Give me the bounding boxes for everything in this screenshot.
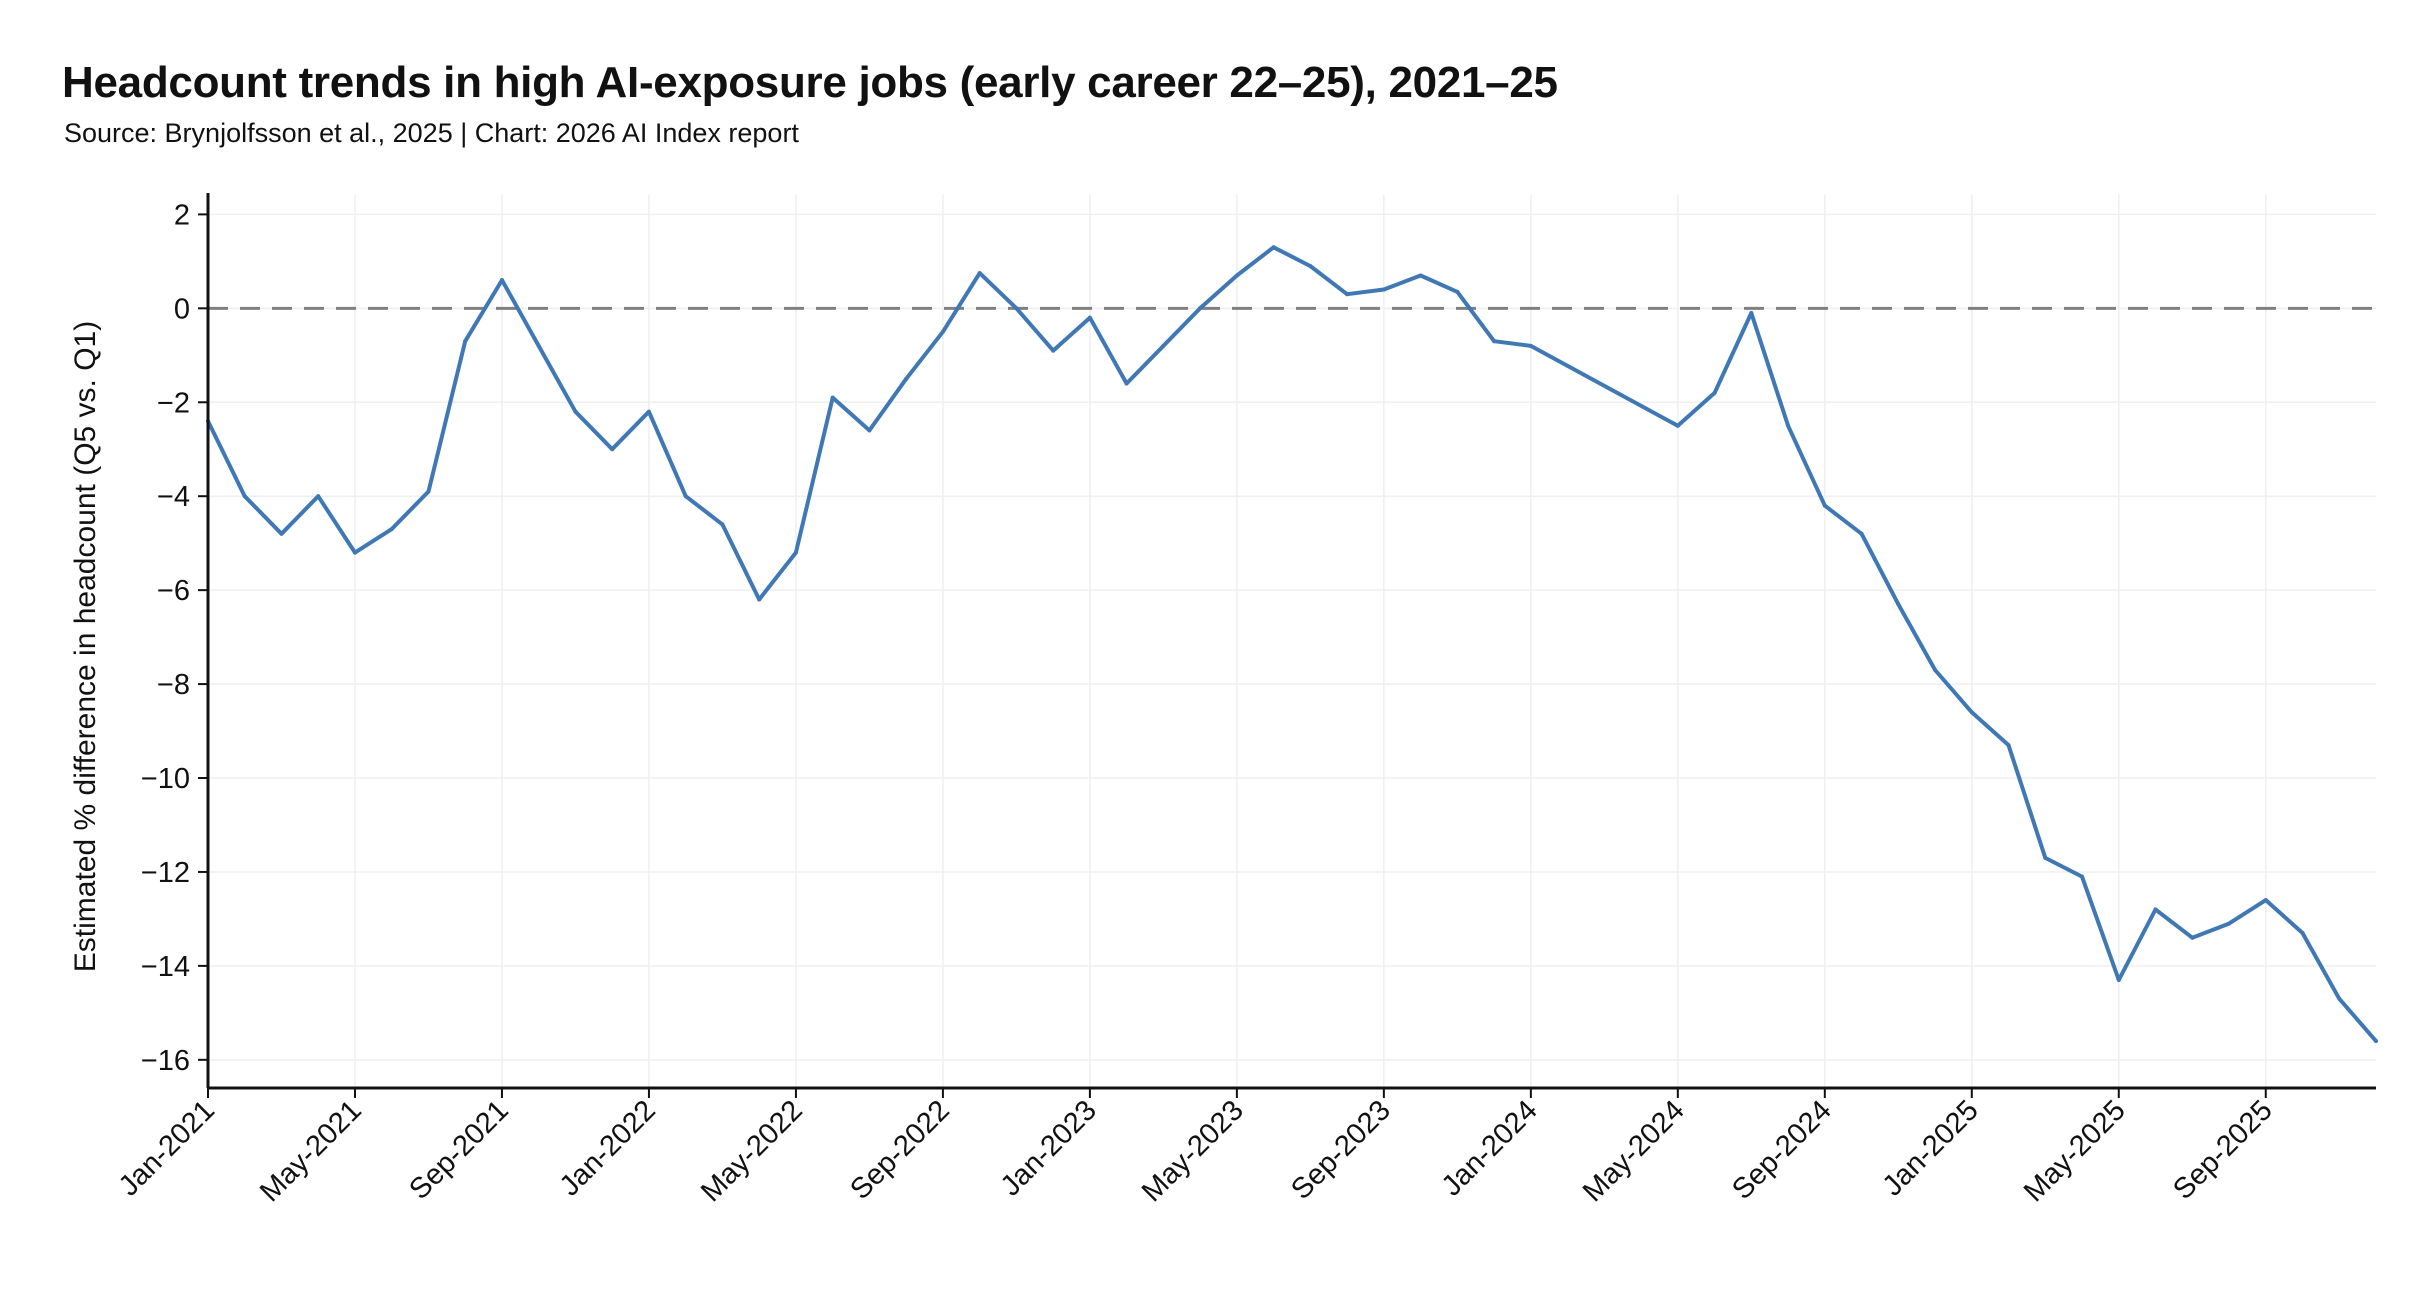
data-point [2300, 931, 2305, 935]
data-point [426, 489, 431, 494]
axes [198, 193, 2376, 1098]
y-tick-label: −10 [141, 763, 190, 795]
x-tick-label: Jan-2025 [1877, 1094, 1985, 1202]
x-tick-label: Sep-2021 [403, 1094, 515, 1206]
data-point [2263, 898, 2268, 903]
x-tick-label: May-2023 [1136, 1094, 1250, 1208]
data-point [1528, 343, 1533, 348]
y-tick-label: −4 [157, 481, 190, 513]
x-tick-label: May-2022 [695, 1094, 809, 1208]
y-tick-label: −14 [141, 951, 190, 983]
data-point [830, 395, 835, 400]
data-point [1786, 423, 1791, 428]
data-point [2190, 935, 2195, 940]
data-point [1271, 245, 1276, 250]
x-tick-label: Sep-2025 [2167, 1094, 2279, 1206]
series-line [206, 245, 2378, 1043]
data-point [573, 409, 578, 414]
y-axis-title: Estimated % difference in headcount (Q5 … [69, 321, 102, 972]
data-point [1749, 311, 1754, 315]
data-point [1933, 668, 1938, 672]
data-point [904, 376, 909, 381]
x-tick-label: Sep-2024 [1726, 1094, 1838, 1206]
data-point [646, 409, 651, 414]
x-tick-label: Sep-2022 [844, 1094, 956, 1206]
data-point [389, 527, 394, 532]
x-tick-label: May-2021 [254, 1094, 368, 1208]
x-tick-label: Jan-2024 [1436, 1094, 1544, 1202]
data-point [2227, 921, 2231, 926]
data-point [2374, 1039, 2378, 1043]
data-point [316, 494, 321, 499]
data-point [1234, 273, 1239, 278]
chart-title: Headcount trends in high AI-exposure job… [62, 58, 1558, 107]
data-point [242, 494, 247, 499]
x-tick-label: May-2025 [2018, 1094, 2132, 1208]
data-point [1896, 602, 1901, 607]
y-tick-label: −6 [157, 575, 190, 607]
data-point [793, 550, 798, 555]
x-tick-label: Jan-2021 [113, 1094, 221, 1202]
data-point [353, 550, 357, 555]
y-tick-labels: 2 0 −2 −4 −6 −8 −10 −12 −14 −16 [141, 199, 190, 1076]
data-point [1161, 343, 1166, 348]
data-point [1712, 390, 1717, 395]
y-tick-label: −12 [141, 857, 190, 889]
chart-subtitle: Source: Brynjolfsson et al., 2025 | Char… [64, 118, 799, 148]
data-point [536, 343, 541, 348]
data-point [1124, 381, 1129, 386]
data-point [1859, 531, 1864, 536]
data-point [1969, 710, 1974, 715]
data-point [610, 447, 615, 452]
data-point [1381, 287, 1386, 292]
data-point [1822, 503, 1827, 508]
x-tick-label: Jan-2022 [554, 1094, 662, 1202]
data-point [2043, 855, 2048, 860]
grid-lines [207, 195, 2376, 1088]
y-tick-label: −2 [157, 387, 190, 419]
data-point [2080, 874, 2084, 879]
data-point [1418, 273, 1423, 278]
data-point [867, 428, 872, 433]
data-point [2337, 996, 2342, 1001]
data-point [977, 271, 982, 276]
x-tick-label: May-2024 [1577, 1094, 1691, 1208]
data-point [463, 339, 468, 344]
data-point [720, 522, 725, 527]
data-point [1051, 348, 1056, 353]
data-point [2153, 907, 2158, 912]
data-point [2006, 743, 2011, 748]
data-point [1492, 339, 1497, 344]
y-tick-label: −16 [141, 1045, 190, 1077]
series-layer [206, 245, 2378, 1043]
data-point [683, 494, 688, 499]
data-point [279, 531, 284, 536]
data-point [1308, 264, 1313, 269]
data-point [1014, 306, 1019, 311]
x-tick-label: Sep-2023 [1285, 1094, 1397, 1206]
data-point [1087, 315, 1092, 320]
x-tick-label: Jan-2023 [995, 1094, 1103, 1202]
data-point [1198, 306, 1203, 311]
y-tick-label: −8 [157, 669, 190, 701]
x-tick-labels: Jan-2021 May-2021 Sep-2021 Jan-2022 May-2022… [113, 1094, 2279, 1208]
data-point [1675, 423, 1680, 428]
data-point [757, 597, 762, 602]
y-tick-label: 0 [174, 293, 190, 325]
y-tick-label: 2 [174, 199, 190, 231]
data-point [2116, 978, 2121, 982]
data-point [500, 278, 504, 283]
data-point [1455, 289, 1460, 294]
data-point [1345, 292, 1350, 297]
data-point [940, 329, 945, 334]
